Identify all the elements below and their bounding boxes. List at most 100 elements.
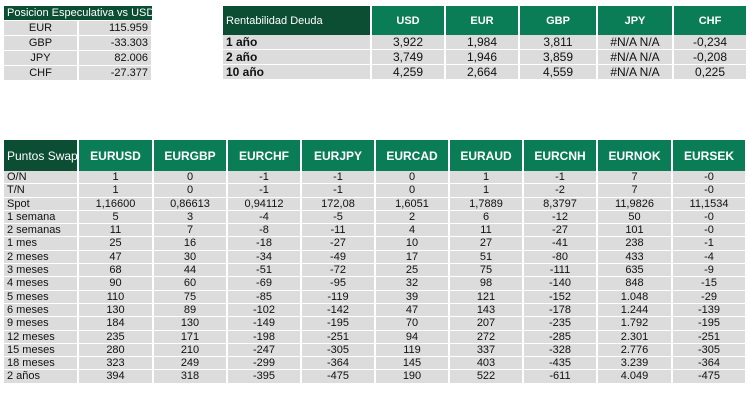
swap-cell: -0 bbox=[672, 183, 747, 198]
swap-cell: 1 bbox=[78, 171, 154, 185]
swap-cell: -1 bbox=[227, 171, 302, 185]
swap-cell: -305 bbox=[301, 343, 376, 358]
swap-cell: 3 bbox=[153, 210, 228, 225]
swap-cell: -1 bbox=[301, 183, 376, 198]
debt-cell: #N/A N/A bbox=[597, 64, 674, 80]
swap-cell: -247 bbox=[227, 343, 302, 358]
swap-cell: -178 bbox=[523, 303, 598, 318]
swap-cell: -5 bbox=[301, 210, 376, 225]
swap-cell: 848 bbox=[597, 276, 673, 291]
swap-cell: 0 bbox=[375, 171, 450, 185]
swap-row: 15 meses 280 210 -247 -305 119 337 -328 2.776 -30… bbox=[4, 343, 747, 358]
swap-cell: -251 bbox=[672, 330, 747, 344]
swap-cell: 2.776 bbox=[597, 343, 673, 358]
swap-cell: -15 bbox=[672, 276, 747, 291]
swap-cell: 8,3797 bbox=[523, 197, 598, 211]
swap-cell: 5 bbox=[78, 210, 154, 225]
swap-cell: 16 bbox=[153, 236, 228, 251]
swap-cell: 1.792 bbox=[597, 316, 673, 331]
swap-cell: -198 bbox=[227, 330, 302, 344]
swap-column-header: EURJPY bbox=[301, 140, 376, 171]
swap-cell: 190 bbox=[375, 369, 450, 384]
swap-cell: -195 bbox=[672, 316, 747, 331]
debt-column-header: EUR bbox=[445, 6, 520, 35]
swap-cell: -475 bbox=[301, 369, 376, 384]
swap-row-label: 15 meses bbox=[4, 343, 79, 358]
debt-title: Rentabilidad Deuda bbox=[223, 6, 372, 35]
debt-cell: -0,234 bbox=[673, 35, 748, 50]
swap-cell: 272 bbox=[449, 330, 524, 344]
swap-cell: 337 bbox=[449, 343, 524, 358]
swap-cell: -1 bbox=[672, 236, 747, 251]
swap-cell: 635 bbox=[597, 263, 673, 278]
swap-row: 2 meses 47 30 -34 -49 17 51 -80 433 -4 bbox=[4, 250, 747, 265]
swap-column-header: EURUSD bbox=[78, 140, 154, 171]
swap-row: 6 meses 130 89 -102 -142 47 143 -178 1.244 -139 bbox=[4, 303, 747, 318]
swap-row: 12 meses 235 171 -198 -251 94 272 -285 2.301 -251 bbox=[4, 330, 747, 344]
swap-cell: 433 bbox=[597, 250, 673, 265]
debt-cell: 3,749 bbox=[371, 49, 446, 65]
swap-cell: 235 bbox=[78, 330, 154, 344]
swap-row-label: 12 meses bbox=[4, 330, 79, 344]
swap-cell: -142 bbox=[301, 303, 376, 318]
debt-column-header: USD bbox=[371, 6, 446, 35]
swap-cell: 25 bbox=[375, 263, 450, 278]
swap-cell: 6 bbox=[449, 210, 524, 225]
swap-column-header: EURGBP bbox=[153, 140, 228, 171]
swap-cell: 75 bbox=[153, 290, 228, 304]
swap-cell: -27 bbox=[523, 223, 598, 238]
swap-cell: 44 bbox=[153, 263, 228, 278]
swap-cell: 249 bbox=[153, 356, 228, 371]
swap-cell: 318 bbox=[153, 369, 228, 384]
debt-cell: -0,208 bbox=[673, 49, 748, 65]
swap-cell: 32 bbox=[375, 276, 450, 291]
swap-cell: -8 bbox=[227, 223, 302, 238]
swap-row: 9 meses 184 130 -149 -195 70 207 -235 1.792 -195 bbox=[4, 316, 747, 331]
swap-column-header: EURCHF bbox=[227, 140, 302, 171]
swap-cell: 47 bbox=[375, 303, 450, 318]
swap-cell: -152 bbox=[523, 290, 598, 304]
swap-cell: -195 bbox=[301, 316, 376, 331]
swap-column-header: EURCAD bbox=[375, 140, 450, 171]
position-currency: EUR bbox=[4, 20, 79, 36]
swap-cell: 1.244 bbox=[597, 303, 673, 318]
swap-cell: 184 bbox=[78, 316, 154, 331]
swap-cell: 2.301 bbox=[597, 330, 673, 344]
swap-cell: 110 bbox=[78, 290, 154, 304]
swap-cell: -72 bbox=[301, 263, 376, 278]
swap-cell: -85 bbox=[227, 290, 302, 304]
swap-cell: 47 bbox=[78, 250, 154, 265]
swap-cell: 89 bbox=[153, 303, 228, 318]
swap-row-label: 4 meses bbox=[4, 276, 79, 291]
position-currency: CHF bbox=[4, 65, 79, 81]
position-value: -33.303 bbox=[78, 35, 153, 51]
swap-cell: -119 bbox=[301, 290, 376, 304]
swap-row-label: O/N bbox=[4, 171, 79, 185]
swap-row: Spot 1,16600 0,86613 0,94112 172,08 1,6051 1,7… bbox=[4, 197, 747, 211]
speculative-position-table: Posicion Especulativa vs USD EUR 115.959 G… bbox=[4, 6, 153, 81]
debt-row: 1 año 3,922 1,984 3,811 #N/A N/A -0,234 bbox=[223, 35, 748, 50]
swap-row-label: 1 mes bbox=[4, 236, 79, 251]
swap-cell: 30 bbox=[153, 250, 228, 265]
swap-cell: -11 bbox=[301, 223, 376, 238]
swap-cell: -1 bbox=[301, 171, 376, 185]
swap-cell: 11,9826 bbox=[597, 197, 673, 211]
position-currency: JPY bbox=[4, 50, 79, 66]
swap-cell: 238 bbox=[597, 236, 673, 251]
swap-cell: 0 bbox=[375, 183, 450, 198]
swap-cell: -102 bbox=[227, 303, 302, 318]
swap-cell: 0,86613 bbox=[153, 197, 228, 211]
swap-cell: 121 bbox=[449, 290, 524, 304]
swap-cell: 0,94112 bbox=[227, 197, 302, 211]
swap-cell: 4.049 bbox=[597, 369, 673, 384]
swap-cell: 394 bbox=[78, 369, 154, 384]
swap-cell: -69 bbox=[227, 276, 302, 291]
debt-cell: 2,664 bbox=[445, 64, 520, 80]
debt-cell: 0,225 bbox=[673, 64, 748, 80]
swap-cell: -18 bbox=[227, 236, 302, 251]
swap-cell: 11 bbox=[78, 223, 154, 238]
swap-cell: 210 bbox=[153, 343, 228, 358]
swap-cell: 7 bbox=[597, 171, 673, 185]
swap-cell: 1,7889 bbox=[449, 197, 524, 211]
swap-cell: -140 bbox=[523, 276, 598, 291]
